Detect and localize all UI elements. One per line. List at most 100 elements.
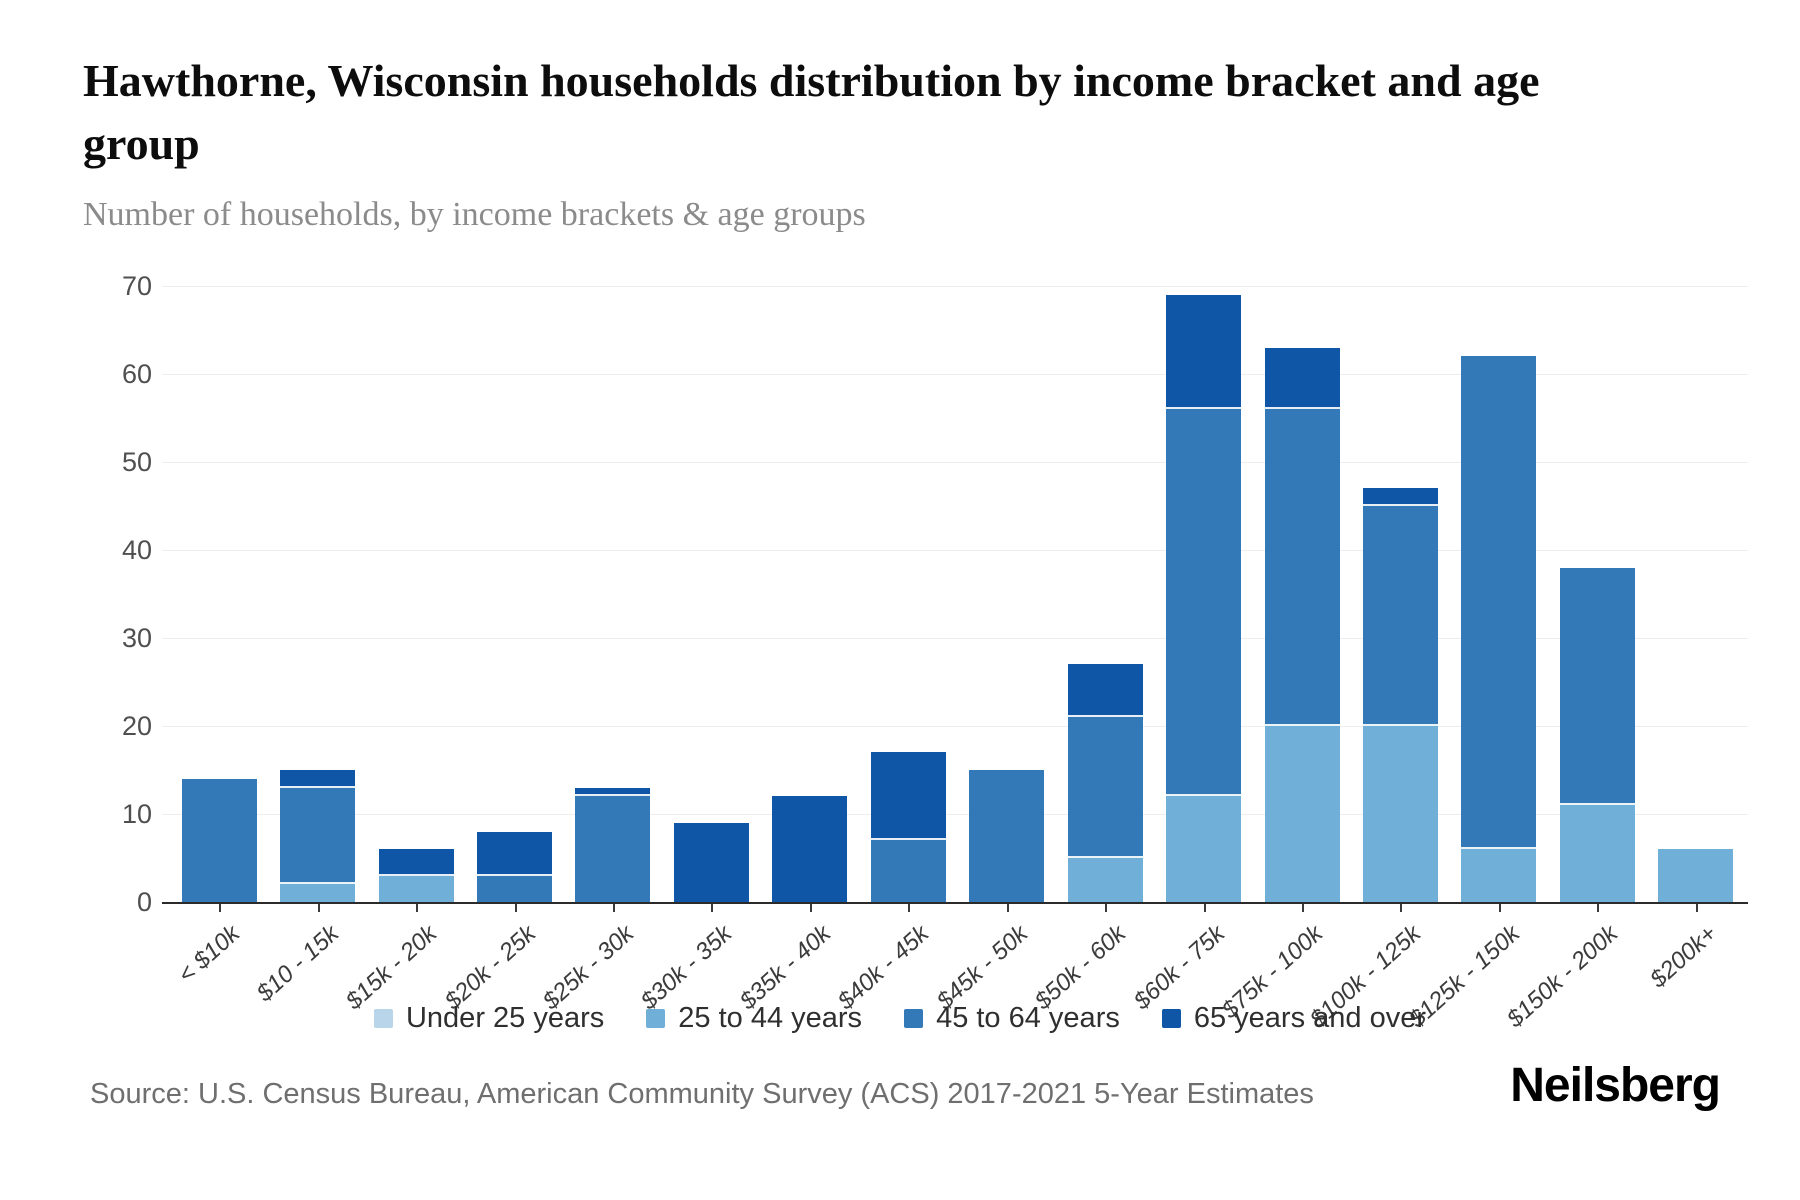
x-tick [908,904,911,912]
bar-$10 - 15k [268,286,366,902]
bar-stack [1658,849,1734,902]
gridline-10 [162,814,1748,815]
bar-segment-65 years and over [477,831,553,876]
bar-segment-45 to 64 years [1067,717,1143,858]
bar-segment-65 years and over [280,770,356,788]
x-tick [416,904,419,912]
legend-label: 45 to 64 years [936,1002,1120,1034]
bar-$50k - 60k [1056,286,1154,902]
y-tick-label-70: 70 [121,271,152,301]
x-tick-label-$200k+: $200k+ [1644,920,1722,994]
bar-segment-45 to 64 years [1166,409,1242,797]
y-tick-label-60: 60 [121,359,152,389]
bar-stack [280,770,356,902]
bar-segment-45 to 64 years [870,840,946,902]
y-tick-label-20: 20 [121,711,152,741]
legend-item-Under 25 years: Under 25 years [373,1002,605,1035]
bar-segment-45 to 64 years [1461,356,1537,850]
bar-stack [477,831,553,902]
bar-$20k - 25k [465,286,563,902]
bar-stack [1264,347,1340,902]
legend-label: 65 years and over [1193,1002,1427,1034]
bar-$100k - 125k [1351,286,1449,902]
x-tick [1105,904,1108,912]
x-tick-label-< $10k: < $10k [173,920,246,989]
bar-$15k - 20k [367,286,465,902]
bar-segment-25 to 44 years [280,884,356,902]
bar-stack [1166,294,1242,902]
gridline-50 [162,462,1748,463]
x-tick [219,904,222,912]
bar-stack [969,770,1045,902]
legend-swatch-icon [373,1009,393,1028]
bar-segment-45 to 64 years [575,796,651,902]
bar-segment-65 years and over [1166,294,1242,410]
bar-stack [1067,664,1143,902]
bar-segment-45 to 64 years [1559,567,1635,806]
bar-segment-65 years and over [673,822,749,902]
bar-stack [378,849,454,902]
bar-segment-45 to 64 years [181,778,257,902]
plot-area [162,286,1748,902]
x-tick [1695,904,1698,912]
gridline-20 [162,726,1748,727]
bar-stack [772,796,848,902]
legend-label: 25 to 44 years [678,1002,863,1034]
x-tick [317,904,320,912]
x-tick-label-$10 - 15k: $10 - 15k [251,920,344,1008]
chart-title: Hawthorne, Wisconsin households distribu… [83,55,1540,169]
x-tick [1597,904,1600,912]
y-tick-label-10: 10 [121,799,152,829]
bar-stack [673,822,749,902]
bar-segment-25 to 44 years [1264,726,1340,902]
bar-$40k - 45k [859,286,957,902]
legend-swatch-icon [1161,1009,1181,1028]
y-axis-labels: 0 10 20 30 40 50 60 70 [0,271,152,917]
bar-segment-25 to 44 years [378,875,454,902]
legend-item-25 to 44 years: 25 to 44 years [646,1002,862,1035]
bar-segment-45 to 64 years [1264,409,1340,726]
bar-segment-45 to 64 years [969,770,1045,902]
legend-label: Under 25 years [405,1002,605,1034]
bar-$25k - 30k [564,286,662,902]
bar-$60k - 75k [1154,286,1252,902]
legend-swatch-icon [646,1009,666,1028]
legend-swatch-icon [904,1009,924,1028]
bar-segment-25 to 44 years [1362,726,1438,902]
y-tick-label-30: 30 [121,623,152,653]
bars-container [170,286,1745,902]
gridline-60 [162,374,1748,375]
bar-$150k - 200k [1548,286,1646,902]
x-tick [1400,904,1403,912]
bar-stack [1461,356,1537,902]
y-tick-label-50: 50 [121,447,152,477]
x-axis-line [162,902,1748,904]
legend-item-45 to 64 years: 45 to 64 years [904,1002,1120,1035]
x-tick [711,904,714,912]
legend: Under 25 years 25 to 44 years 45 to 64 yea… [0,1002,1800,1035]
bar-segment-65 years and over [870,752,946,841]
x-tick [612,904,615,912]
bar-stack [181,778,257,902]
y-tick-label-40: 40 [121,535,152,565]
bar-segment-25 to 44 years [1658,849,1734,902]
x-tick [1006,904,1009,912]
x-tick [514,904,517,912]
bar-$35k - 40k [761,286,859,902]
bar-segment-45 to 64 years [1362,506,1438,726]
legend-item-65 years and over: 65 years and over [1161,1002,1427,1035]
bar-segment-25 to 44 years [1067,858,1143,902]
x-tick [1302,904,1305,912]
bar-segment-65 years and over [575,787,651,797]
bar-$75k - 100k [1253,286,1351,902]
bar-segment-25 to 44 years [1166,796,1242,902]
bar-$45k - 50k [958,286,1056,902]
bar-stack [575,787,651,902]
bar-segment-65 years and over [1067,664,1143,718]
source-attribution: Source: U.S. Census Bureau, American Com… [90,1078,1314,1110]
brand-logo: Neilsberg [1510,1059,1721,1112]
gridline-70 [162,286,1748,287]
y-tick-label-0: 0 [136,887,152,917]
chart-subtitle: Number of households, by income brackets… [83,196,866,233]
